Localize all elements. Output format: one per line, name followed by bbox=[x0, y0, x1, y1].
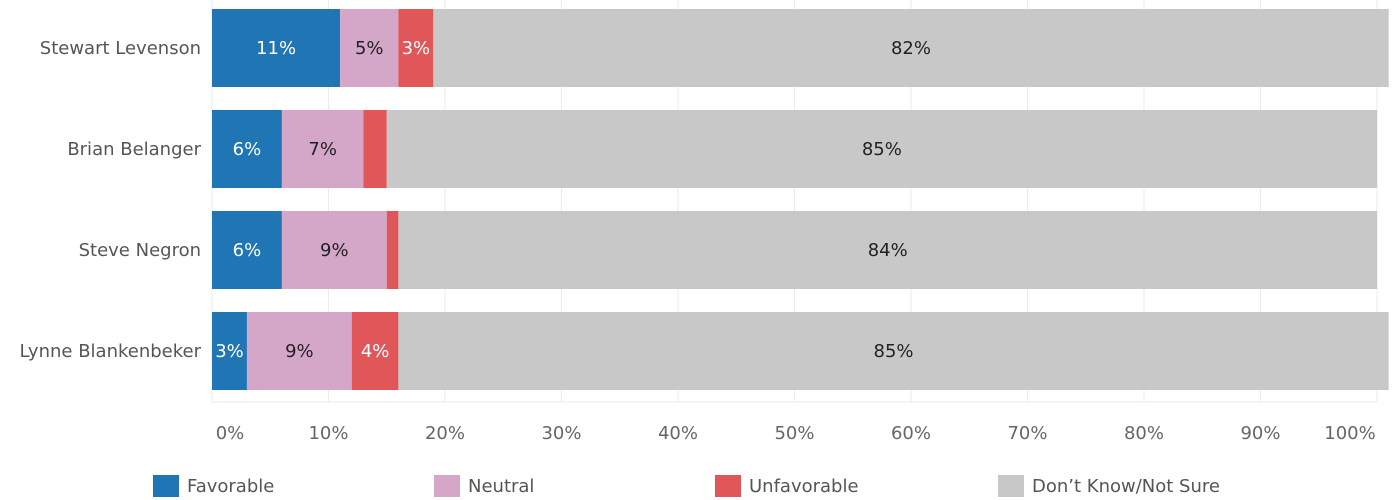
legend-item: Don’t Know/Not Sure bbox=[998, 474, 1220, 498]
data-label: 85% bbox=[862, 139, 902, 160]
data-label: 9% bbox=[320, 240, 349, 261]
x-tick-label: 60% bbox=[891, 423, 931, 444]
legend-label: Favorable bbox=[187, 475, 275, 497]
x-tick-label: 40% bbox=[658, 423, 698, 444]
legend-label: Don’t Know/Not Sure bbox=[1032, 475, 1220, 497]
data-label: 3% bbox=[402, 38, 431, 59]
data-label: 4% bbox=[361, 341, 390, 362]
bar-segment bbox=[340, 9, 399, 87]
bar-segment bbox=[246, 312, 352, 390]
data-label: 85% bbox=[874, 341, 914, 362]
bar-segment bbox=[398, 9, 434, 87]
stacked-bar-chart: 11% 5% 3% 82% 6% 7% 85% 6% 9% 84% 3% 9% 4% 85% Stewar… bbox=[20, 0, 1389, 444]
bar-segment bbox=[212, 9, 341, 87]
x-tick-label: 80% bbox=[1124, 423, 1164, 444]
category-label: Stewart Levenson bbox=[40, 38, 201, 59]
bar-segment bbox=[386, 110, 1377, 188]
bar-segment bbox=[281, 211, 387, 289]
x-tick-label: 70% bbox=[1007, 423, 1047, 444]
bar-segment bbox=[398, 211, 1377, 289]
bar-segment bbox=[363, 110, 387, 188]
legend-item: Neutral bbox=[434, 474, 534, 498]
bar-segment bbox=[433, 9, 1389, 87]
x-tick-label: 30% bbox=[541, 423, 581, 444]
data-label: 7% bbox=[308, 139, 337, 160]
bar-group: 11% 5% 3% 82% 6% 7% 85% 6% 9% 84% 3% 9% 4% 85% bbox=[212, 9, 1389, 390]
data-label: 11% bbox=[256, 38, 296, 59]
x-tick-label: 10% bbox=[308, 423, 348, 444]
legend-label: Neutral bbox=[468, 475, 535, 497]
x-tick-label: 20% bbox=[425, 423, 465, 444]
legend-swatch bbox=[715, 475, 741, 497]
category-label: Brian Belanger bbox=[67, 139, 201, 160]
data-label: 6% bbox=[233, 139, 262, 160]
legend-swatch bbox=[434, 475, 460, 497]
data-label: 82% bbox=[891, 38, 931, 59]
category-label: Lynne Blankenbeker bbox=[20, 341, 202, 362]
x-tick-label: 50% bbox=[774, 423, 814, 444]
data-label: 6% bbox=[233, 240, 262, 261]
x-tick-label: 90% bbox=[1240, 423, 1280, 444]
legend-swatch bbox=[998, 475, 1024, 497]
bar-segment bbox=[212, 110, 282, 188]
category-labels: Stewart Levenson Brian Belanger Steve Negr… bbox=[20, 38, 202, 362]
bar-segment bbox=[398, 312, 1389, 390]
x-tick-label: 0% bbox=[216, 423, 245, 444]
x-axis-tick-labels: 0% 10% 20% 30% 40% 50% 60% 70% 80% 90% 100% bbox=[216, 423, 1376, 444]
bar-segment bbox=[281, 110, 364, 188]
legend-item: Unfavorable bbox=[715, 474, 859, 498]
x-tick-label: 100% bbox=[1324, 423, 1375, 444]
category-label: Steve Negron bbox=[79, 240, 201, 261]
bar-segment bbox=[386, 211, 399, 289]
data-label: 84% bbox=[868, 240, 908, 261]
data-label: 9% bbox=[285, 341, 314, 362]
bar-segment bbox=[351, 312, 399, 390]
bar-segment bbox=[212, 211, 282, 289]
legend-item: Favorable bbox=[153, 474, 274, 498]
bar-segment bbox=[212, 312, 247, 390]
data-label: 5% bbox=[355, 38, 384, 59]
legend-label: Unfavorable bbox=[749, 475, 859, 497]
legend-swatch bbox=[153, 475, 179, 497]
legend: Favorable Neutral Unfavorable Don’t Know/No… bbox=[0, 470, 1395, 500]
data-label: 3% bbox=[215, 341, 244, 362]
